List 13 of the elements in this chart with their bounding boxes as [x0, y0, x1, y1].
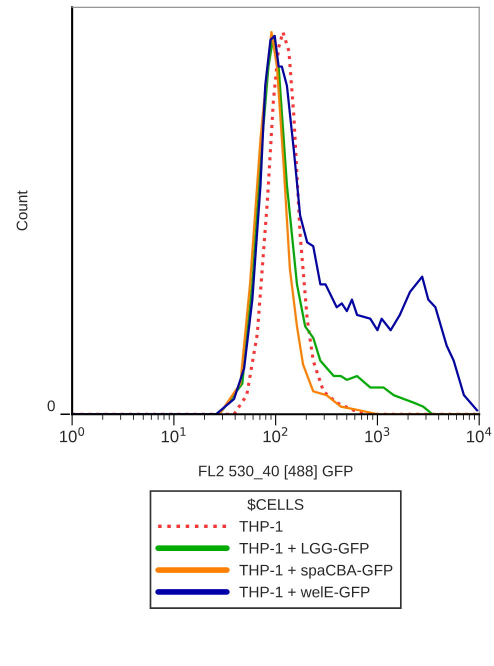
legend-label: THP-1 — [239, 521, 282, 532]
legend-title: $CELLS — [247, 498, 304, 511]
x-tick-label: 10$^{0}$ — [60, 427, 84, 442]
x-axis-title: FL2 530_40 [488] GFP — [199, 465, 353, 480]
x-tick-label: 10$^{3}$ — [365, 427, 390, 442]
y-axis-title: Count — [16, 190, 28, 230]
legend-label: THP-1 + LGG-GFP — [239, 542, 369, 554]
text: 0 — [48, 400, 55, 412]
legend-label: THP-1 + welE-GFP — [239, 586, 370, 598]
legend-label: THP-1 + spaCBA-GFP — [239, 564, 392, 579]
x-tick-label: 10$^{1}$ — [162, 427, 186, 442]
x-tick-label: 10$^{4}$ — [467, 427, 492, 442]
x-tick-label: 10$^{2}$ — [264, 427, 288, 442]
